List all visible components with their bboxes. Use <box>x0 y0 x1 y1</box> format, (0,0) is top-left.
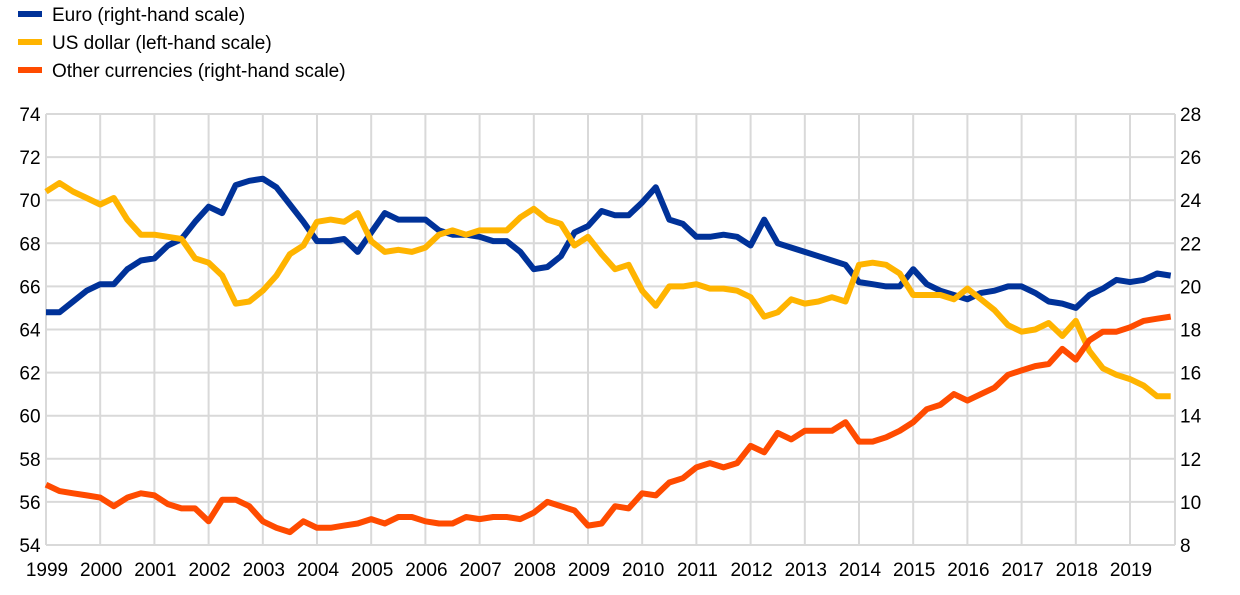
y-left-tick-label: 72 <box>19 148 40 169</box>
y-right-tick-label: 16 <box>1180 364 1201 385</box>
x-tick-label: 2010 <box>622 560 664 581</box>
axes: 54 56 58 60 62 64 66 68 70 72 74 8 10 12 14 16 18 20 22 24 2… <box>19 105 1201 581</box>
legend-label: Euro (right-hand scale) <box>52 5 245 26</box>
y-right-tick-label: 18 <box>1180 321 1201 342</box>
y-left-tick-label: 58 <box>19 450 40 471</box>
y-left-tick-label: 70 <box>19 191 40 212</box>
y-right-tick-label: 14 <box>1180 407 1202 428</box>
y-left-tick-label: 54 <box>19 536 41 557</box>
series-lines <box>44 175 1172 536</box>
x-tick-label: 2013 <box>785 560 827 581</box>
legend: Euro (right-hand scale) US dollar (left-h… <box>18 5 346 82</box>
series-line-euro <box>46 175 1172 316</box>
y-left-tick-label: 66 <box>19 277 40 298</box>
y-right-tick-label: 12 <box>1180 450 1201 471</box>
x-tick-label: 1999 <box>26 560 68 581</box>
legend-label: Other currencies (right-hand scale) <box>52 61 346 82</box>
x-tick-label: 2000 <box>80 560 122 581</box>
y-right-tick-label: 24 <box>1180 191 1202 212</box>
x-tick-label: 2019 <box>1110 560 1152 581</box>
y-right-tick-label: 22 <box>1180 234 1201 255</box>
y-left-tick-label: 60 <box>19 407 40 428</box>
y-right-tick-label: 8 <box>1180 536 1191 557</box>
y-right-tick-label: 26 <box>1180 148 1201 169</box>
x-tick-label: 2014 <box>839 560 882 581</box>
x-tick-label: 2018 <box>1056 560 1098 581</box>
series-line-us-dollar <box>44 180 1171 400</box>
y-left-tick-label: 56 <box>19 493 40 514</box>
y-right-tick-label: 10 <box>1180 493 1201 514</box>
x-tick-label: 2002 <box>188 560 230 581</box>
x-tick-label: 2015 <box>893 560 935 581</box>
x-tick-label: 2012 <box>730 560 772 581</box>
y-left-tick-label: 62 <box>19 364 40 385</box>
x-tick-label: 2016 <box>947 560 989 581</box>
x-tick-label: 2009 <box>568 560 610 581</box>
x-tick-label: 2007 <box>459 560 501 581</box>
x-tick-label: 2001 <box>134 560 176 581</box>
grid <box>45 113 1176 546</box>
x-tick-label: 2008 <box>514 560 556 581</box>
x-tick-label: 2006 <box>405 560 447 581</box>
x-tick-label: 2004 <box>297 560 340 581</box>
x-tick-label: 2003 <box>243 560 285 581</box>
legend-label: US dollar (left-hand scale) <box>52 33 272 54</box>
y-left-tick-label: 64 <box>19 321 41 342</box>
y-right-tick-label: 28 <box>1180 105 1201 126</box>
series-line-other-currencies <box>44 313 1172 536</box>
x-tick-label: 2017 <box>1001 560 1043 581</box>
x-tick-label: 2011 <box>677 560 718 581</box>
x-tick-label: 2005 <box>351 560 393 581</box>
y-right-tick-label: 20 <box>1180 277 1201 298</box>
y-left-tick-label: 74 <box>19 105 41 126</box>
y-left-tick-label: 68 <box>19 234 40 255</box>
